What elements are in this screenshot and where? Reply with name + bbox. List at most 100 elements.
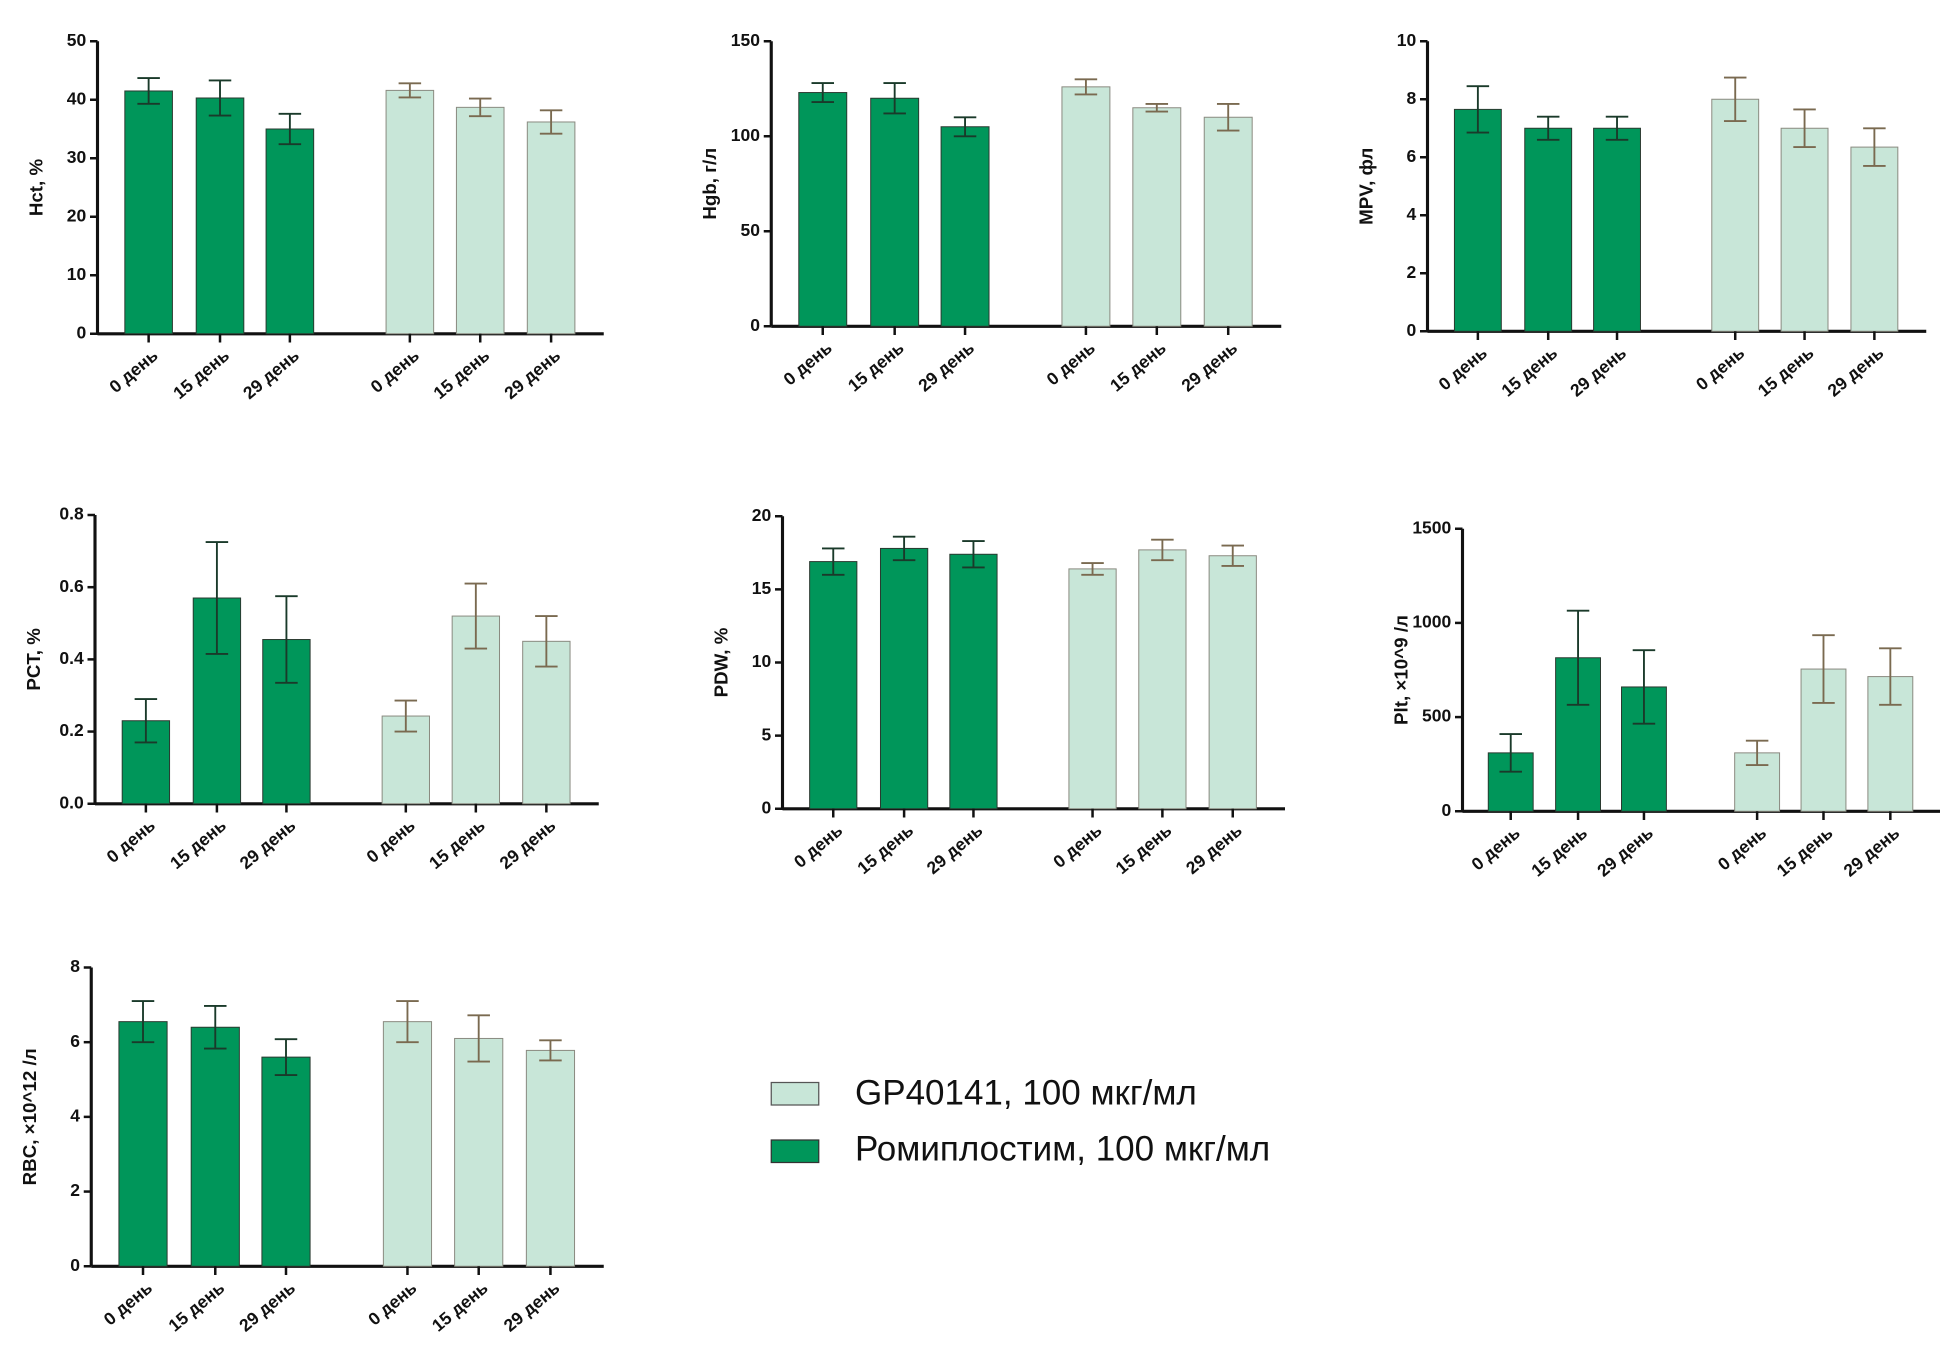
- x-tick-label: 15 день: [166, 815, 230, 873]
- x-tick-label: 0 день: [103, 815, 160, 867]
- bar: [1780, 127, 1829, 332]
- y-tick-label: 0: [77, 322, 87, 342]
- error-bar: [1812, 634, 1835, 704]
- x-tick-label: 0 день: [1467, 822, 1524, 874]
- bar: [525, 1049, 576, 1267]
- error-bar: [467, 1014, 490, 1063]
- y-tick-label: 0.2: [59, 720, 84, 740]
- y-axis-label: RBC, ×10^12 /л: [19, 1048, 40, 1185]
- bar: [124, 90, 173, 335]
- bar: [382, 1021, 433, 1267]
- y-tick-label: 20: [752, 505, 772, 525]
- x-tick-label: 15 день: [1773, 822, 1837, 880]
- bar: [809, 561, 858, 810]
- bar: [526, 121, 576, 335]
- x-tick-label: 0 день: [779, 337, 836, 389]
- x-tick-label: 0 день: [1714, 822, 1771, 874]
- error-bar: [394, 699, 418, 733]
- bar: [798, 92, 848, 327]
- error-bar: [1074, 78, 1098, 96]
- bar: [1711, 98, 1760, 332]
- x-tick-label: 0 день: [1692, 342, 1749, 394]
- y-axis-label: PDW, %: [710, 627, 731, 697]
- bar: [1850, 146, 1899, 332]
- y-tick-label: 150: [731, 30, 760, 50]
- error-bar: [205, 541, 229, 655]
- y-tick-label: 0.0: [59, 792, 84, 812]
- y-tick-label: 8: [70, 956, 80, 976]
- error-bar: [892, 535, 916, 562]
- x-tick-label: 0 день: [1043, 337, 1100, 389]
- x-tick-label: 0 день: [364, 1277, 421, 1329]
- error-bar: [539, 109, 563, 135]
- bar: [385, 89, 435, 335]
- x-tick-label: 29 день: [1566, 342, 1630, 400]
- error-bar: [1221, 544, 1244, 567]
- legend-label: Ромиплостим, 100 мкг/мл: [855, 1130, 1270, 1169]
- y-tick-label: 1500: [1412, 517, 1451, 537]
- y-tick-label: 2: [70, 1180, 80, 1200]
- y-tick-label: 6: [70, 1031, 80, 1051]
- y-tick-label: 2: [1407, 262, 1417, 282]
- error-bar: [1879, 647, 1902, 706]
- bar: [870, 97, 920, 327]
- legend-swatch: [770, 1139, 820, 1164]
- x-tick-label: 29 день: [1824, 342, 1888, 400]
- error-bar: [396, 1000, 419, 1044]
- y-axis-label: Hgb, г/л: [699, 148, 720, 220]
- y-tick-label: 1000: [1412, 612, 1451, 632]
- error-bar: [134, 698, 158, 744]
- y-tick-label: 0.6: [59, 576, 84, 596]
- y-tick-label: 500: [1422, 706, 1451, 726]
- error-bar: [535, 615, 558, 668]
- bar: [190, 1026, 240, 1267]
- error-bar: [1793, 108, 1816, 149]
- y-tick-label: 10: [1397, 30, 1417, 50]
- bar: [454, 1037, 504, 1267]
- y-tick-label: 20: [67, 205, 87, 225]
- x-tick-label: 29 день: [500, 345, 564, 403]
- error-bar: [208, 79, 232, 117]
- x-tick-label: 0 день: [1049, 820, 1106, 872]
- legend-swatch: [770, 1081, 820, 1106]
- x-tick-label: 15 день: [165, 1277, 229, 1335]
- x-tick-label: 15 день: [1754, 342, 1818, 400]
- error-bar: [1466, 85, 1490, 134]
- bar: [1138, 549, 1187, 810]
- x-tick-label: 29 день: [923, 820, 987, 878]
- bar: [879, 547, 929, 810]
- bar: [1068, 568, 1117, 810]
- x-tick-label: 0 день: [105, 345, 162, 397]
- x-tick-label: 29 день: [235, 1277, 299, 1335]
- bar: [1132, 107, 1182, 327]
- x-tick-label: 15 день: [428, 1277, 492, 1335]
- error-bar: [464, 582, 488, 650]
- error-bar: [131, 1000, 155, 1044]
- x-tick-label: 0 день: [363, 815, 420, 867]
- x-tick-label: 29 день: [1177, 337, 1241, 395]
- y-tick-label: 0.8: [59, 504, 84, 524]
- error-bar: [1145, 103, 1169, 113]
- x-tick-label: 29 день: [914, 337, 978, 395]
- bar: [455, 106, 505, 335]
- y-tick-label: 40: [67, 88, 87, 108]
- legend-label: GP40141, 100 мкг/мл: [855, 1073, 1197, 1112]
- error-bar: [1499, 733, 1522, 773]
- x-tick-label: 29 день: [1593, 822, 1657, 880]
- x-tick-label: 0 день: [1435, 342, 1492, 394]
- x-tick-label: 15 день: [1497, 342, 1561, 400]
- y-tick-label: 50: [741, 220, 761, 240]
- bar: [265, 128, 315, 335]
- error-bar: [539, 1039, 562, 1062]
- x-tick-label: 29 день: [496, 815, 560, 873]
- error-bar: [1566, 609, 1590, 706]
- error-bar: [1863, 127, 1886, 167]
- y-axis-label: Plt, ×10^9 /л: [1390, 615, 1411, 725]
- bar: [1524, 127, 1573, 332]
- error-bar: [953, 116, 977, 138]
- bar: [1593, 127, 1641, 332]
- x-tick-label: 29 день: [236, 815, 300, 873]
- x-tick-label: 15 день: [169, 345, 233, 403]
- y-tick-label: 30: [67, 147, 87, 167]
